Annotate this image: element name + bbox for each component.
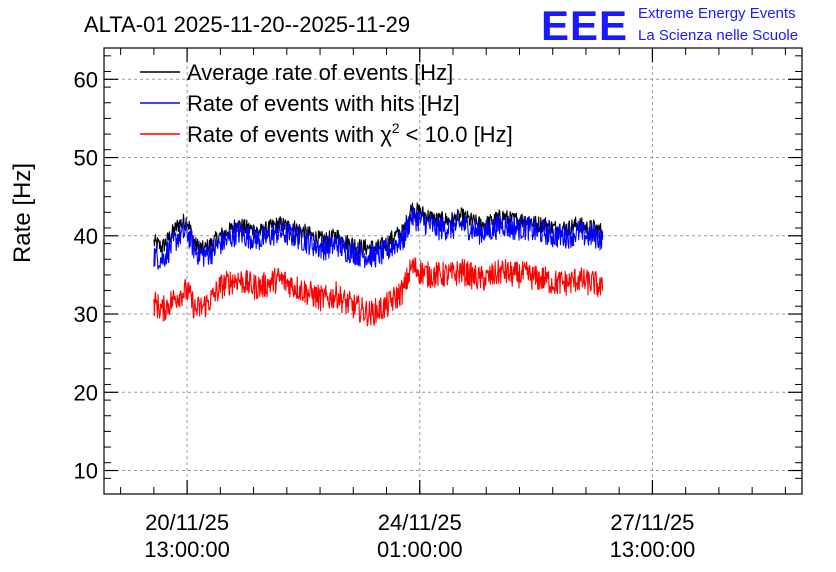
y-tick-label: 30: [74, 302, 98, 327]
y-axis-label: Rate [Hz]: [9, 163, 36, 263]
y-tick-label: 10: [74, 459, 98, 484]
y-tick-label: 60: [74, 67, 98, 92]
legend: Average rate of events [Hz] Rate of event…: [140, 60, 513, 147]
x-tick-time: 13:00:00: [610, 537, 696, 562]
logo-line-2: La Scienza nelle Scuole: [638, 27, 798, 44]
eee-logo: EEE Extreme Energy Events La Scienza nel…: [541, 2, 798, 49]
legend-entry: Rate of events with hits [Hz]: [187, 91, 460, 116]
y-tick-label: 50: [74, 146, 98, 171]
x-tick-date: 20/11/25: [145, 510, 229, 535]
series-line-3: [153, 257, 604, 327]
logo-line-1: Extreme Energy Events: [638, 5, 796, 22]
legend-entry: Rate of events with χ2 < 10.0 [Hz]: [187, 120, 513, 147]
y-tick-label: 40: [74, 224, 98, 249]
y-tick-label: 20: [74, 380, 98, 405]
legend-entry: Average rate of events [Hz]: [187, 60, 453, 85]
x-tick-time: 13:00:00: [144, 537, 230, 562]
x-tick-labels: 20/11/2513:00:0024/11/2501:00:0027/11/25…: [144, 510, 695, 562]
series-line-2: [153, 203, 604, 270]
logo-mark: EEE: [541, 2, 628, 49]
chart-title: ALTA-01 2025-11-20--2025-11-29: [84, 12, 410, 37]
data-series: [153, 202, 604, 327]
y-tick-labels: 10 20 30 40 50 60: [74, 67, 98, 483]
axis-ticks: [104, 48, 802, 495]
x-tick-date: 27/11/25: [610, 510, 694, 535]
x-tick-time: 01:00:00: [377, 537, 463, 562]
x-tick-date: 24/11/25: [378, 510, 462, 535]
